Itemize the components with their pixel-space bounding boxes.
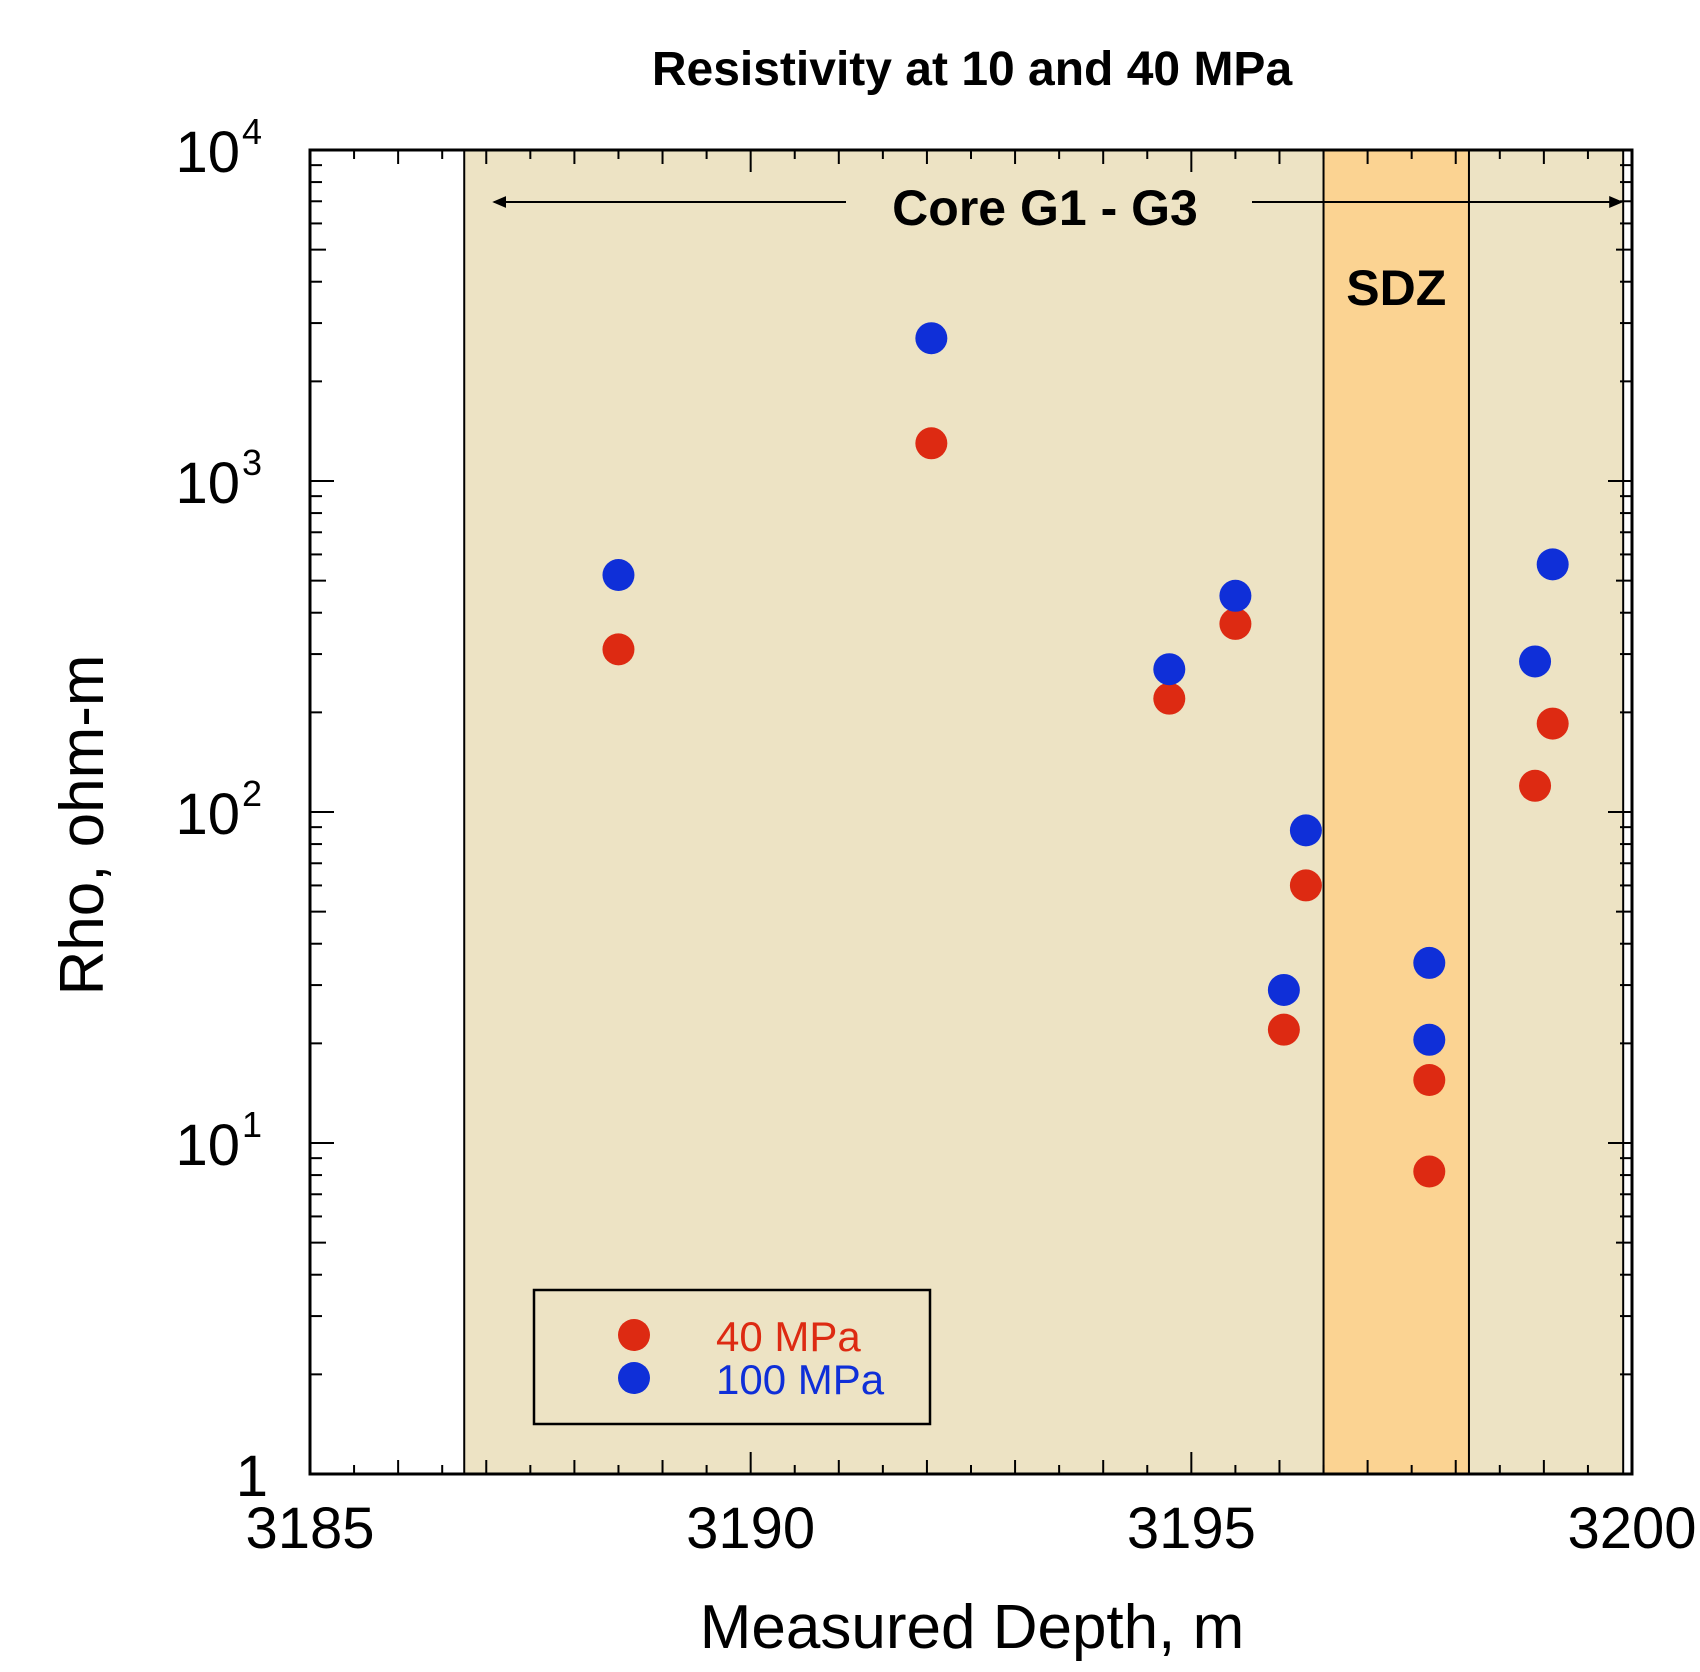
point-40mpa [1219,607,1252,640]
point-100mpa [1413,946,1446,979]
x-tick-label: 3185 [245,1496,374,1561]
point-40mpa [1153,682,1186,715]
legend-marker-100mpa [618,1362,650,1394]
x-tick-label: 3195 [1127,1496,1256,1561]
point-40mpa [1519,769,1552,802]
shaded-regions [463,149,1625,1475]
region-labels: Core G1 - G3 SDZ [492,180,1624,316]
y-tick-label: 1 [236,1444,268,1509]
legend-label-100mpa: 100 MPa [716,1356,885,1403]
point-40mpa [915,427,948,460]
point-40mpa [1289,869,1322,902]
x-axis-label: Measured Depth, m [700,1593,1244,1662]
point-100mpa [1413,1023,1446,1056]
y-axis-label: Rho, ohm-m [48,654,117,995]
point-100mpa [1153,653,1186,686]
point-100mpa [1267,973,1300,1006]
legend: 40 MPa 100 MPa [532,1288,932,1426]
y-tick-exponent: 1 [242,1104,262,1145]
point-100mpa [1289,814,1322,847]
legend-marker-40mpa [618,1319,650,1351]
sdz-region-label: SDZ [1346,260,1446,316]
point-40mpa [1413,1064,1446,1097]
y-tick-label: 10 [175,1113,240,1178]
region-sdz [1322,149,1470,1475]
y-tick-exponent: 2 [242,773,262,814]
plot-frame [308,148,1634,1476]
point-40mpa [602,633,635,666]
point-40mpa [1536,707,1569,740]
x-tick-labels: 3185 3190 3195 3200 [245,1496,1696,1561]
point-100mpa [1519,645,1552,678]
legend-label-40mpa: 40 MPa [716,1313,861,1360]
y-tick-exponent: 4 [242,111,262,152]
legend-box [532,1288,932,1426]
point-40mpa [1413,1155,1446,1188]
point-100mpa [1536,548,1569,581]
point-100mpa [915,322,948,355]
point-100mpa [1219,579,1252,612]
point-40mpa [1267,1013,1300,1046]
x-tick-label: 3200 [1567,1496,1696,1561]
x-tick-label: 3190 [686,1496,815,1561]
y-tick-label: 10 [175,782,240,847]
y-tick-exponent: 3 [242,442,262,483]
y-tick-label: 10 [175,451,240,516]
y-tick-label: 10 [175,120,240,185]
core-region-label: Core G1 - G3 [892,180,1198,236]
chart-title: Resistivity at 10 and 40 MPa [652,43,1293,96]
data-points [602,322,1569,1188]
point-100mpa [602,559,635,592]
